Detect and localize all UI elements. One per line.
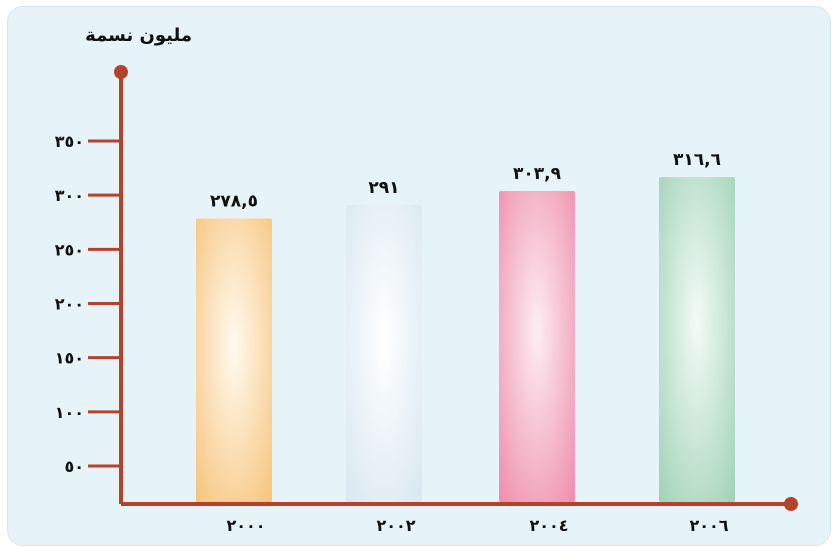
y-tick-label: ١٥٠ [55, 349, 84, 368]
bar-value-label: ٢٩١ [368, 178, 399, 198]
bar-value-label: ٣١٦,٦ [673, 150, 721, 170]
y-axis-label: مليون نسمة [85, 25, 192, 46]
bar [499, 190, 575, 503]
bar [346, 204, 422, 502]
bar-value-label: ٣٠٣,٩ [513, 164, 562, 184]
y-tick-label: ٢٥٠ [55, 240, 84, 259]
y-tick-label: ٣٥٠ [55, 132, 84, 151]
x-tick-label: ٢٠٠٤ [529, 516, 568, 535]
y-tick-label: ٥٠ [64, 457, 84, 476]
bar [196, 218, 272, 503]
bar-value-label: ٢٧٨,٥ [210, 191, 258, 211]
bar [659, 177, 735, 502]
y-axis-end-dot [114, 65, 128, 79]
x-axis-end-dot [784, 497, 798, 511]
y-tick-label: ٣٠٠ [55, 186, 84, 205]
x-tick-label: ٢٠٠٢ [376, 516, 415, 535]
y-tick-label: ١٠٠ [55, 403, 84, 422]
y-tick-label: ٢٠٠ [55, 295, 84, 314]
x-tick-label: ٢٠٠٠ [226, 516, 265, 535]
x-tick-label: ٢٠٠٦ [689, 516, 728, 535]
